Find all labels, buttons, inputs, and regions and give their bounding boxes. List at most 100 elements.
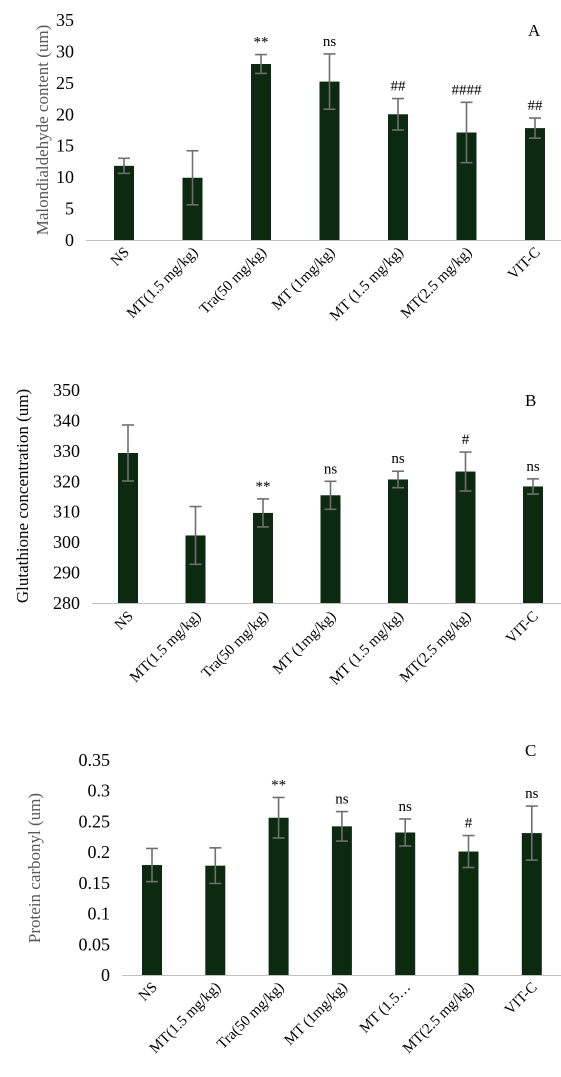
panel-label: C xyxy=(525,741,536,760)
bar xyxy=(331,826,352,975)
x-tick-label: MT (1mg/kg) xyxy=(269,245,338,314)
bars xyxy=(114,64,545,240)
bar xyxy=(182,177,203,240)
y-tick-label: 300 xyxy=(53,532,80,552)
error-bar xyxy=(118,157,130,175)
significance-label: ## xyxy=(528,98,544,114)
significance-label: ## xyxy=(391,79,407,95)
significance-label: # xyxy=(465,816,473,832)
bar xyxy=(253,512,273,603)
x-tick-label: VIT-C xyxy=(505,245,544,284)
bar xyxy=(455,471,476,603)
y-tick-label: 0.15 xyxy=(79,873,111,893)
bar xyxy=(388,479,408,603)
significance-labels: ** ns ns # ns xyxy=(271,777,539,831)
x-tick-label: VIT-C xyxy=(502,980,541,1019)
y-tick-label: 10 xyxy=(56,167,74,187)
error-bars xyxy=(118,53,541,206)
y-tick-label: 15 xyxy=(56,136,74,156)
error-bar xyxy=(146,847,158,883)
y-axis-label: Protein carbonyl (um) xyxy=(25,793,44,943)
significance-label: ns xyxy=(526,459,540,475)
y-tick-label: 0.35 xyxy=(79,750,111,770)
chart-c-svg: 00.050.10.150.20.250.30.35 **ns ns#ns NSM… xyxy=(25,741,561,1057)
bar xyxy=(458,851,479,975)
y-ticks: 0 0.05 0.1 0.15 0.2 0.25 0.3 0.35 xyxy=(79,750,111,985)
significance-label: ** xyxy=(256,479,271,495)
x-tick-label: MT (1.5… xyxy=(357,980,414,1037)
error-bar xyxy=(392,470,404,489)
error-bar xyxy=(392,97,404,131)
chart-panel-c: 0 0.05 0.1 0.15 0.2 0.25 0.3 0.35 ** ns ns # ns NS M… xyxy=(0,730,561,1077)
panel-label: B xyxy=(525,391,536,410)
significance-label: # xyxy=(462,432,470,448)
bar xyxy=(525,128,545,240)
error-bar xyxy=(323,53,336,111)
bar xyxy=(185,535,206,603)
error-bar xyxy=(399,818,412,847)
bar xyxy=(521,833,542,975)
error-bar xyxy=(272,796,285,839)
bars xyxy=(118,452,543,603)
x-tick-label: MT (1mg/kg) xyxy=(270,609,339,678)
error-bar xyxy=(324,480,337,511)
bar xyxy=(114,165,134,240)
bars xyxy=(142,817,542,975)
y-tick-label: 0.2 xyxy=(88,842,111,862)
y-tick-label: 0.25 xyxy=(79,811,111,831)
significance-labels: ** ns ns # ns xyxy=(256,432,540,495)
bar xyxy=(268,817,289,975)
error-bars xyxy=(146,796,538,885)
y-tick-label: 350 xyxy=(53,380,80,400)
error-bar xyxy=(335,810,348,842)
chart-panel-b: 280 290 300 310 320 330 340 350 ** ns ns # ns NS MT(… xyxy=(0,365,561,710)
significance-label: ns xyxy=(323,34,337,50)
y-tick-label: 5 xyxy=(65,199,74,219)
y-tick-label: 35 xyxy=(56,10,74,30)
chart-panel-a: 0 5 10 15 20 25 30 35 ** ns ## #### ## NS MT(1.5 mg/… xyxy=(0,0,561,345)
bar xyxy=(388,114,408,240)
bar xyxy=(142,865,162,975)
y-tick-label: 0 xyxy=(101,965,110,985)
y-tick-label: 0 xyxy=(65,230,74,250)
x-tick-label: NS xyxy=(112,609,137,634)
significance-labels: ** ns## ###### xyxy=(254,34,544,114)
significance-label: ns xyxy=(335,792,349,808)
y-ticks: 0 5 10 15 20 25 30 35 xyxy=(56,10,74,250)
y-axis-label: Malondialdehyde content (um) xyxy=(33,25,52,236)
error-bar xyxy=(209,847,222,885)
y-ticks: 280 290 300 310 320 330 340 350 xyxy=(53,380,80,613)
x-tick-label: MT(1.5 mg/kg) xyxy=(124,245,201,322)
x-tick-label: NS xyxy=(108,245,133,270)
error-bar xyxy=(460,101,473,164)
bar xyxy=(319,81,340,240)
y-tick-label: 290 xyxy=(53,563,80,583)
error-bar xyxy=(257,498,269,528)
significance-label: ns xyxy=(391,451,405,467)
y-tick-label: 20 xyxy=(56,104,74,124)
significance-label: ns xyxy=(399,799,413,815)
bar xyxy=(118,452,138,603)
x-tick-label: Tra(50 mg/kg) xyxy=(199,609,272,682)
error-bar xyxy=(527,478,539,495)
x-tick-label: NS xyxy=(136,980,161,1005)
x-tick-label: Tra(50 mg/kg) xyxy=(197,245,270,318)
significance-label: ** xyxy=(271,777,286,793)
error-bar xyxy=(255,53,267,75)
error-bar xyxy=(459,451,472,492)
error-bar xyxy=(189,505,202,566)
x-tick-label: VIT-C xyxy=(503,609,542,648)
y-tick-label: 320 xyxy=(53,471,80,491)
error-bar xyxy=(122,424,134,482)
bar xyxy=(205,865,226,975)
error-bar xyxy=(525,805,538,861)
x-tick-label: MT(2.5 mg/kg) xyxy=(397,609,474,686)
error-bars xyxy=(122,424,539,566)
significance-label: ns xyxy=(324,461,338,477)
error-bar xyxy=(186,149,199,206)
